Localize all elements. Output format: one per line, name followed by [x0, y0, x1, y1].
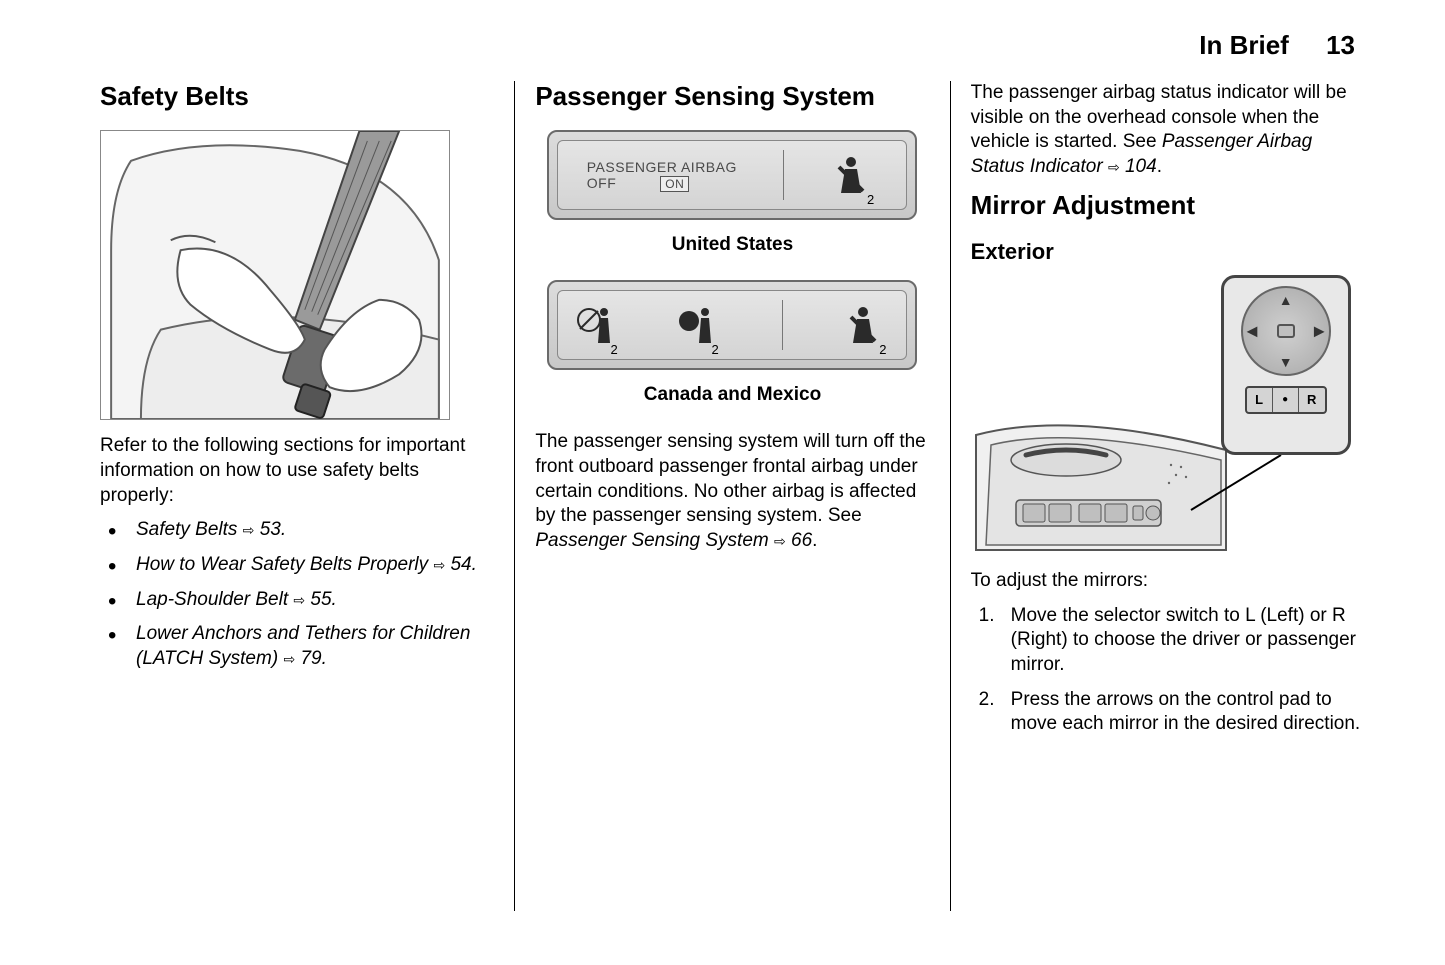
page-number: 13 [1326, 30, 1355, 60]
caption-intl: Canada and Mexico [535, 384, 929, 406]
list-item: How to Wear Safety Belts Properly ⇨ 54. [108, 553, 494, 578]
heading-mirror-adjustment: Mirror Adjustment [971, 190, 1365, 221]
selector-right: R [1299, 388, 1325, 412]
list-item: 1.Move the selector switch to L (Left) o… [979, 604, 1365, 678]
illustration-mirror-control: ▲ ▼ ◀ ▶ L ● R [971, 275, 1351, 555]
arrow-up-icon: ▲ [1279, 292, 1293, 308]
list-item: Lower Anchors and Tethers for Children (… [108, 622, 494, 671]
mirror-dpad: ▲ ▼ ◀ ▶ [1241, 286, 1331, 376]
list-item: Safety Belts ⇨ 53. [108, 518, 494, 543]
airbag-on-icon [675, 305, 715, 345]
passenger-sensing-body: The passenger sensing system will turn o… [535, 430, 929, 553]
list-item: Lap-Shoulder Belt ⇨ 55. [108, 588, 494, 613]
indicator-panel-us: PASSENGER AIRBAG OFFON 2 [547, 130, 917, 220]
airbag-off-icon [574, 305, 614, 345]
chapter-title: In Brief [1199, 30, 1289, 60]
indicator-text: PASSENGER AIRBAG OFFON [587, 159, 737, 192]
indicator-inner: PASSENGER AIRBAG OFFON 2 [557, 140, 907, 210]
icon-subscript: 2 [867, 192, 874, 207]
arrow-right-icon: ▶ [1314, 322, 1325, 339]
separator [782, 300, 783, 350]
page-header: In Brief 13 [100, 30, 1365, 61]
column-safety-belts: Safety Belts [100, 81, 514, 911]
mirror-steps: 1.Move the selector switch to L (Left) o… [971, 604, 1365, 737]
content-columns: Safety Belts [100, 81, 1365, 911]
seatbelt-svg [101, 131, 449, 419]
lr-selector: L ● R [1245, 386, 1327, 414]
dpad-center-icon [1277, 324, 1295, 338]
column-passenger-sensing: Passenger Sensing System PASSENGER AIRBA… [515, 81, 949, 911]
list-item: 2.Press the arrows on the control pad to… [979, 688, 1365, 737]
indicator-inner: 2 2 2 [557, 290, 907, 360]
indicator-panel-intl: 2 2 2 [547, 280, 917, 370]
seatbelt-person-icon [831, 155, 871, 195]
safety-belts-intro: Refer to the following sections for impo… [100, 434, 494, 508]
arrow-down-icon: ▼ [1279, 354, 1293, 370]
icon-subscript: 2 [610, 342, 617, 357]
icon-subscript: 2 [711, 342, 718, 357]
mirror-intro: To adjust the mirrors: [971, 569, 1365, 594]
selector-left: L [1247, 388, 1273, 412]
safety-belts-list: Safety Belts ⇨ 53. How to Wear Safety Be… [100, 518, 494, 671]
mirror-control-zoom: ▲ ▼ ◀ ▶ L ● R [1221, 275, 1351, 455]
door-panel-drawing [971, 405, 1231, 555]
heading-safety-belts: Safety Belts [100, 81, 494, 112]
separator [783, 150, 784, 200]
arrow-left-icon: ◀ [1247, 322, 1258, 339]
column-mirror: The passenger airbag status indicator wi… [951, 81, 1365, 911]
airbag-status-body: The passenger airbag status indicator wi… [971, 81, 1365, 180]
illustration-seatbelt [100, 130, 450, 420]
icon-subscript: 2 [879, 342, 886, 357]
selector-center-dot: ● [1273, 388, 1299, 412]
caption-us: United States [535, 234, 929, 256]
subheading-exterior: Exterior [971, 239, 1365, 265]
heading-passenger-sensing: Passenger Sensing System [535, 81, 929, 112]
seatbelt-person-icon [843, 305, 883, 345]
